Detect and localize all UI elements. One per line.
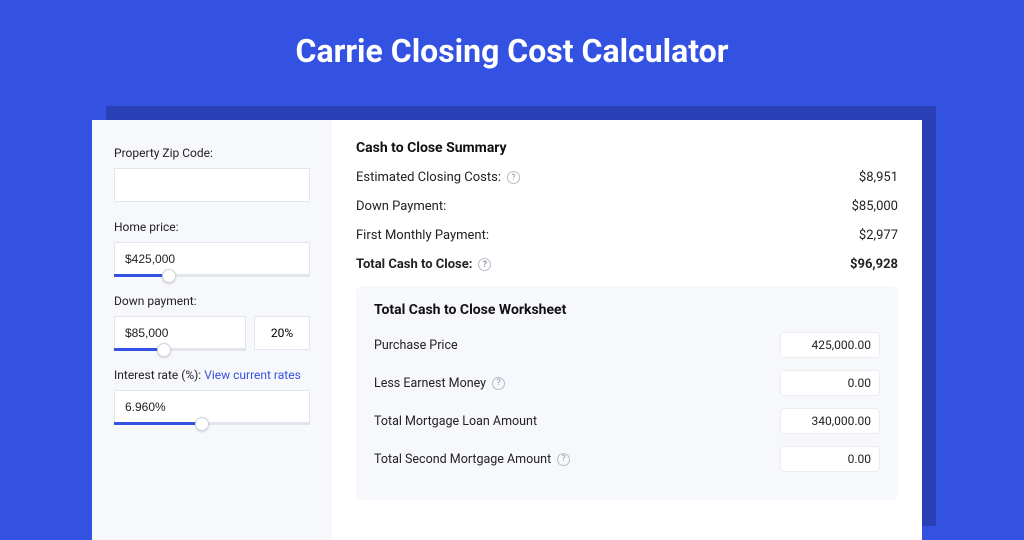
zip-label: Property Zip Code: <box>114 146 310 160</box>
rate-label-text: Interest rate (%): <box>114 368 201 382</box>
slider-thumb[interactable] <box>162 269 176 283</box>
summary-rows: Estimated Closing Costs:? $8,951 Down Paym… <box>356 170 898 272</box>
worksheet-label: Total Second Mortgage Amount? <box>374 452 570 467</box>
summary-label: Down Payment: <box>356 199 446 214</box>
home-price-slider[interactable] <box>114 242 310 276</box>
worksheet-row: Less Earnest Money? 0.00 <box>374 370 880 396</box>
summary-value: $96,928 <box>850 257 898 272</box>
worksheet-row: Total Mortgage Loan Amount 340,000.00 <box>374 408 880 434</box>
calculator-card: Property Zip Code: Home price: Down paym… <box>92 120 922 540</box>
help-icon[interactable]: ? <box>492 377 505 390</box>
home-price-field: Home price: <box>114 220 310 276</box>
worksheet-label: Purchase Price <box>374 338 458 353</box>
interest-rate-field: Interest rate (%): View current rates <box>114 368 310 424</box>
summary-label: Total Cash to Close:? <box>356 257 491 272</box>
interest-rate-input[interactable] <box>114 390 310 424</box>
summary-title: Cash to Close Summary <box>356 140 898 156</box>
worksheet-label: Total Mortgage Loan Amount <box>374 414 537 429</box>
down-payment-label: Down payment: <box>114 294 310 308</box>
worksheet-value[interactable]: 0.00 <box>780 446 880 472</box>
summary-row: Down Payment: $85,000 <box>356 199 898 214</box>
worksheet-row: Total Second Mortgage Amount? 0.00 <box>374 446 880 472</box>
slider-thumb[interactable] <box>195 417 209 431</box>
down-payment-slider[interactable] <box>114 316 246 350</box>
worksheet-rows: Purchase Price 425,000.00 Less Earnest Mon… <box>374 332 880 472</box>
summary-value: $2,977 <box>859 228 898 243</box>
view-rates-link[interactable]: View current rates <box>204 368 301 382</box>
down-payment-pct[interactable]: 20% <box>254 316 310 350</box>
worksheet-panel: Total Cash to Close Worksheet Purchase P… <box>356 286 898 500</box>
zip-field: Property Zip Code: <box>114 146 310 202</box>
worksheet-value[interactable]: 425,000.00 <box>780 332 880 358</box>
summary-row: Total Cash to Close:? $96,928 <box>356 257 898 272</box>
summary-row: Estimated Closing Costs:? $8,951 <box>356 170 898 185</box>
slider-fill <box>114 422 202 425</box>
interest-rate-label: Interest rate (%): View current rates <box>114 368 310 382</box>
summary-label: Estimated Closing Costs:? <box>356 170 520 185</box>
down-payment-field: Down payment: 20% <box>114 294 310 350</box>
worksheet-value[interactable]: 340,000.00 <box>780 408 880 434</box>
help-icon[interactable]: ? <box>557 453 570 466</box>
worksheet-label: Less Earnest Money? <box>374 376 505 391</box>
inputs-panel: Property Zip Code: Home price: Down paym… <box>92 120 332 540</box>
worksheet-row: Purchase Price 425,000.00 <box>374 332 880 358</box>
summary-value: $8,951 <box>859 170 898 185</box>
help-icon[interactable]: ? <box>507 171 520 184</box>
summary-value: $85,000 <box>852 199 898 214</box>
slider-fill <box>114 274 169 277</box>
worksheet-value[interactable]: 0.00 <box>780 370 880 396</box>
interest-rate-slider[interactable] <box>114 390 310 424</box>
home-price-label: Home price: <box>114 220 310 234</box>
worksheet-title: Total Cash to Close Worksheet <box>374 302 880 318</box>
results-panel: Cash to Close Summary Estimated Closing … <box>332 120 922 540</box>
zip-input[interactable] <box>114 168 310 202</box>
page-title: Carrie Closing Cost Calculator <box>0 0 1024 90</box>
slider-thumb[interactable] <box>157 343 171 357</box>
down-payment-input[interactable] <box>114 316 246 350</box>
home-price-input[interactable] <box>114 242 310 276</box>
summary-label: First Monthly Payment: <box>356 228 489 243</box>
summary-row: First Monthly Payment: $2,977 <box>356 228 898 243</box>
help-icon[interactable]: ? <box>478 258 491 271</box>
